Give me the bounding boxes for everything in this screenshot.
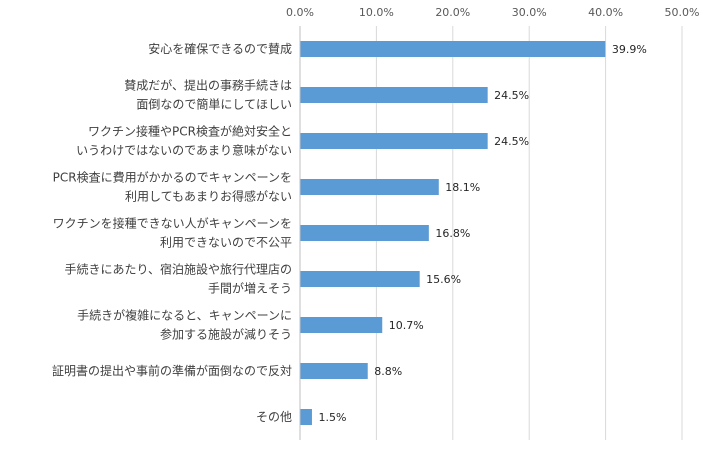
bar bbox=[300, 225, 429, 241]
bar bbox=[300, 179, 439, 195]
category-label: 証明書の提出や事前の準備が面倒なので反対 bbox=[52, 363, 292, 378]
data-label: 18.1% bbox=[445, 181, 480, 194]
x-tick-label: 0.0% bbox=[286, 6, 314, 19]
category-label: 手続きが複雑になると、キャンペーンに参加する施設が減りそう bbox=[77, 308, 292, 342]
data-labels: 39.9% 24.5% 24.5% 18.1% 16.8% 15.6% 10.7% 8.8% 1… bbox=[318, 43, 646, 424]
data-label: 16.8% bbox=[435, 227, 470, 240]
x-tick-label: 20.0% bbox=[435, 6, 470, 19]
category-labels: 安心を確保できるので賛成賛成だが、提出の事務手続きは面倒なので簡単にしてほしいワ… bbox=[52, 41, 292, 424]
x-tick-label: 40.0% bbox=[588, 6, 623, 19]
bar bbox=[300, 271, 420, 287]
category-label: ワクチン接種やPCR検査が絶対安全というわけではないのであまり意味がない bbox=[76, 124, 292, 158]
bar bbox=[300, 317, 383, 333]
data-label: 1.5% bbox=[318, 411, 346, 424]
category-label: その他 bbox=[256, 410, 292, 424]
data-label: 15.6% bbox=[426, 273, 461, 286]
category-label: 安心を確保できるので賛成 bbox=[148, 41, 292, 56]
data-label: 24.5% bbox=[494, 89, 529, 102]
bar bbox=[300, 87, 488, 103]
category-label: PCR検査に費用がかかるのでキャンペーンを利用してもあまりお得感がない bbox=[53, 170, 292, 204]
category-label: 賛成だが、提出の事務手続きは面倒なので簡単にしてほしい bbox=[124, 78, 292, 112]
bar bbox=[300, 363, 368, 379]
bar bbox=[300, 409, 312, 425]
data-label: 39.9% bbox=[612, 43, 647, 56]
bar bbox=[300, 133, 488, 149]
bars bbox=[300, 41, 606, 425]
x-tick-label: 10.0% bbox=[359, 6, 394, 19]
data-label: 8.8% bbox=[374, 365, 402, 378]
category-label: ワクチンを接種できない人がキャンペーンを利用できないので不公平 bbox=[53, 216, 292, 250]
category-label: 手続きにあたり、宿泊施設や旅行代理店の手間が増えそう bbox=[64, 262, 292, 296]
data-label: 24.5% bbox=[494, 135, 529, 148]
x-axis-ticks: 0.0% 10.0% 20.0% 30.0% 40.0% 50.0% bbox=[286, 6, 699, 19]
x-tick-label: 50.0% bbox=[665, 6, 700, 19]
x-tick-label: 30.0% bbox=[512, 6, 547, 19]
data-label: 10.7% bbox=[389, 319, 424, 332]
bar bbox=[300, 41, 606, 57]
